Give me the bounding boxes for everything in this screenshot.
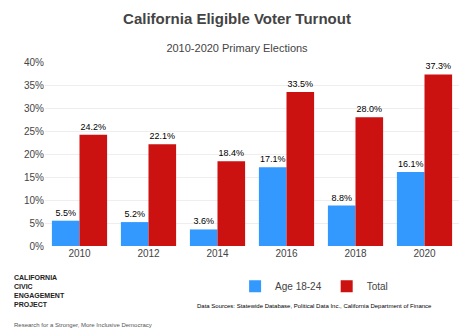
svg-text:CALIFORNIACIVICENGAGEMENTPROJE: CALIFORNIACIVICENGAGEMENTPROJECT [14, 274, 65, 308]
svg-text:30%: 30% [24, 103, 44, 114]
svg-text:California Eligible Voter Turn: California Eligible Voter Turnout [123, 10, 351, 27]
svg-text:17.1%: 17.1% [260, 154, 286, 164]
svg-text:33.5%: 33.5% [288, 79, 314, 89]
svg-text:25%: 25% [24, 126, 44, 137]
svg-text:Data Sources: Statewide Databa: Data Sources: Statewide Database, Politi… [197, 303, 432, 309]
svg-text:2010-2020 Primary Elections: 2010-2020 Primary Elections [166, 42, 308, 54]
svg-text:15%: 15% [24, 172, 44, 183]
svg-text:37.3%: 37.3% [426, 61, 452, 71]
svg-text:2018: 2018 [344, 248, 367, 259]
svg-text:24.2%: 24.2% [81, 122, 107, 132]
svg-text:3.6%: 3.6% [193, 216, 214, 226]
svg-text:18.4%: 18.4% [219, 148, 245, 158]
svg-text:5.2%: 5.2% [124, 209, 145, 219]
svg-text:2010: 2010 [68, 248, 91, 259]
svg-text:35%: 35% [24, 80, 44, 91]
svg-text:0%: 0% [30, 241, 45, 252]
svg-text:Age 18-24: Age 18-24 [275, 281, 322, 292]
svg-text:8.8%: 8.8% [331, 193, 352, 203]
svg-text:22.1%: 22.1% [150, 131, 176, 141]
svg-text:28.0%: 28.0% [357, 104, 383, 114]
svg-text:40%: 40% [24, 57, 44, 68]
svg-text:5%: 5% [30, 218, 45, 229]
svg-text:20%: 20% [24, 149, 44, 160]
svg-text:Research for a Stronger, More: Research for a Stronger, More Inclusive … [14, 322, 152, 328]
svg-text:2012: 2012 [137, 248, 160, 259]
svg-text:2014: 2014 [206, 248, 229, 259]
svg-text:2016: 2016 [275, 248, 298, 259]
svg-text:10%: 10% [24, 195, 44, 206]
svg-text:5.5%: 5.5% [55, 208, 76, 218]
svg-text:16.1%: 16.1% [398, 159, 424, 169]
svg-text:Total: Total [367, 281, 388, 292]
svg-text:2020: 2020 [413, 248, 436, 259]
